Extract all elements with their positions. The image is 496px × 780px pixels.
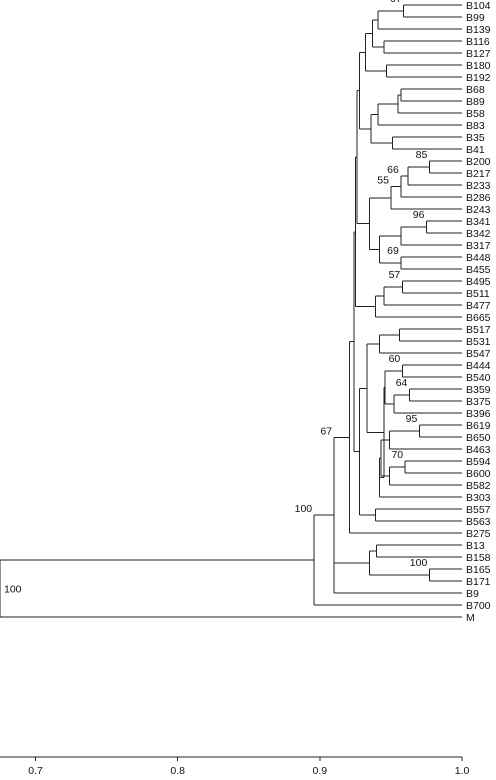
leaf-label: B547 [466,348,491,360]
leaf-label: B619 [466,420,491,432]
leaf-label: B192 [466,72,491,84]
leaf-label: B594 [466,456,491,468]
bootstrap-value: 55 [377,175,389,187]
bootstrap-value: 67 [320,425,332,437]
leaf-label: B557 [466,504,491,516]
leaf-label: B700 [466,600,491,612]
axis-tick-label: 0.8 [170,765,185,777]
leaf-label: B396 [466,408,491,420]
leaf-label: B41 [466,144,485,156]
bootstrap-value: 64 [396,377,408,389]
leaf-label: B89 [466,96,485,108]
dendrogram-branches [0,4,462,618]
leaf-label: B511 [466,288,490,300]
leaf-label: B563 [466,516,491,528]
leaf-label: B286 [466,192,491,204]
leaf-label: B158 [466,552,491,564]
leaf-label: B359 [466,384,491,396]
leaf-label: B342 [466,228,491,240]
leaf-label: M [466,612,475,624]
bootstrap-value: 96 [413,209,425,221]
leaf-label: B495 [466,276,491,288]
bootstrap-value: 60 [389,353,401,365]
leaf-label: B9 [466,588,479,600]
leaf-label: B171 [466,576,491,588]
leaf-label: B217 [466,168,491,180]
leaf-label: B477 [466,300,491,312]
leaf-label: B139 [466,24,491,36]
bootstrap-value: 100 [410,557,428,569]
axis-tick-label: 1.0 [455,765,470,777]
leaf-label: B650 [466,432,491,444]
axis-tick-label: 0.9 [313,765,328,777]
leaf-label: B35 [466,132,485,144]
bootstrap-value: 69 [387,245,399,257]
leaf-label: B540 [466,372,491,384]
leaf-label: B116 [466,36,490,48]
leaf-label: B99 [466,12,485,24]
leaf-labels: B104B99B139B116B127B180B192B68B89B58B83B… [466,0,491,624]
leaf-label: B83 [466,120,485,132]
leaf-label: B13 [466,540,485,552]
leaf-label: B455 [466,264,491,276]
bootstrap-value: 100 [295,503,313,515]
leaf-label: B444 [466,360,491,372]
bootstrap-value: 100 [4,584,22,596]
leaf-label: B180 [466,60,491,72]
bootstrap-value: 95 [406,413,418,425]
axis-tick-label: 0.7 [28,765,43,777]
leaf-label: B463 [466,444,491,456]
leaf-label: B127 [466,48,491,60]
bootstrap-value: 66 [387,164,399,176]
leaf-label: B275 [466,528,491,540]
leaf-label: B341 [466,216,491,228]
leaf-label: B665 [466,312,491,324]
leaf-label: B233 [466,180,491,192]
leaf-label: B58 [466,108,485,120]
axis-ticks: 0.7 0.8 0.9 1.0 [28,757,469,777]
leaf-label: B600 [466,468,491,480]
bootstrap-value: 85 [416,149,428,161]
leaf-label: B303 [466,492,491,504]
leaf-label: B200 [466,156,491,168]
bootstrap-value: 67 [390,0,402,5]
leaf-label: B243 [466,204,491,216]
leaf-label: B448 [466,252,491,264]
bootstrap-value: 70 [391,449,403,461]
leaf-label: B375 [466,396,491,408]
similarity-axis: 0.7 0.8 0.9 1.0 [0,756,469,777]
bootstrap-value: 57 [389,269,401,281]
leaf-label: B517 [466,324,491,336]
leaf-label: B531 [466,336,491,348]
leaf-label: B582 [466,480,491,492]
leaf-label: B317 [466,240,491,252]
leaf-label: B165 [466,564,491,576]
leaf-label: B104 [466,0,491,12]
leaf-label: B68 [466,84,485,96]
